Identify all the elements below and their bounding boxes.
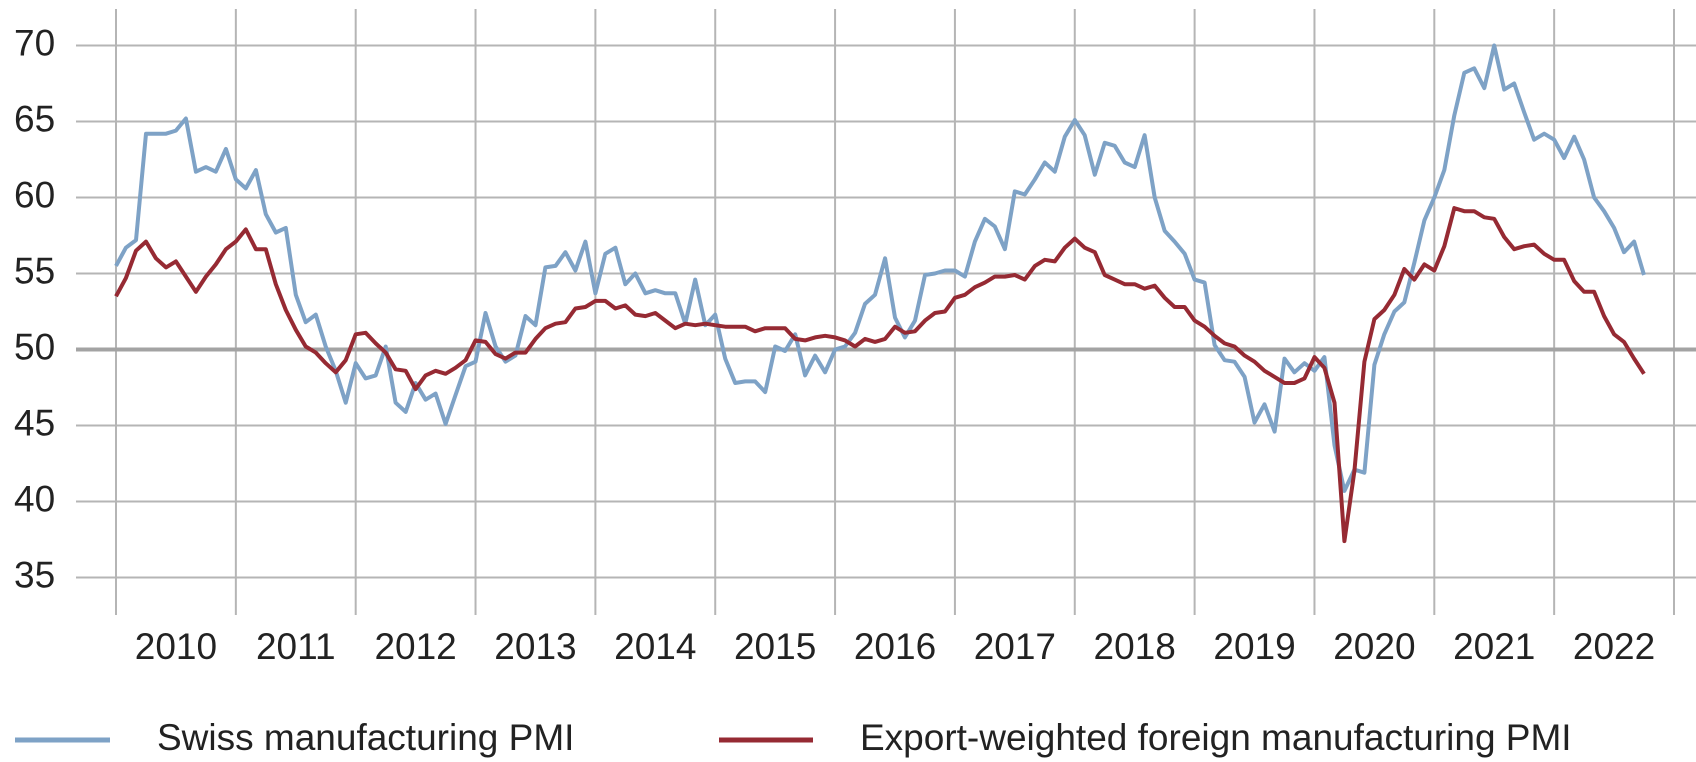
- x-tick-label: 2020: [1333, 626, 1415, 667]
- x-tick-label: 2016: [854, 626, 936, 667]
- x-tick-label: 2011: [256, 626, 336, 667]
- x-tick-label: 2019: [1213, 626, 1295, 667]
- y-tick-label: 70: [14, 22, 55, 63]
- series-line: [114, 206, 1646, 544]
- x-tick-label: 2012: [374, 626, 456, 667]
- x-tick-label: 2022: [1573, 626, 1655, 667]
- y-tick-label: 65: [14, 98, 55, 139]
- x-tick-label: 2014: [614, 626, 696, 667]
- x-tick-label: 2013: [494, 626, 576, 667]
- x-tick-label: 2021: [1453, 626, 1535, 667]
- legend-label: Swiss manufacturing PMI: [157, 717, 574, 758]
- legend-label: Export-weighted foreign manufacturing PM…: [860, 717, 1572, 758]
- x-tick-label: 2015: [734, 626, 816, 667]
- x-tick-label: 2010: [135, 626, 217, 667]
- y-tick-label: 55: [14, 250, 55, 291]
- x-tick-label: 2018: [1094, 626, 1176, 667]
- y-tick-label: 40: [14, 478, 55, 519]
- y-tick-label: 60: [14, 174, 55, 215]
- series-line: [114, 43, 1646, 493]
- y-tick-label: 45: [14, 402, 55, 443]
- y-tick-label: 50: [14, 326, 55, 367]
- y-tick-label: 35: [14, 554, 55, 595]
- x-tick-label: 2017: [974, 626, 1056, 667]
